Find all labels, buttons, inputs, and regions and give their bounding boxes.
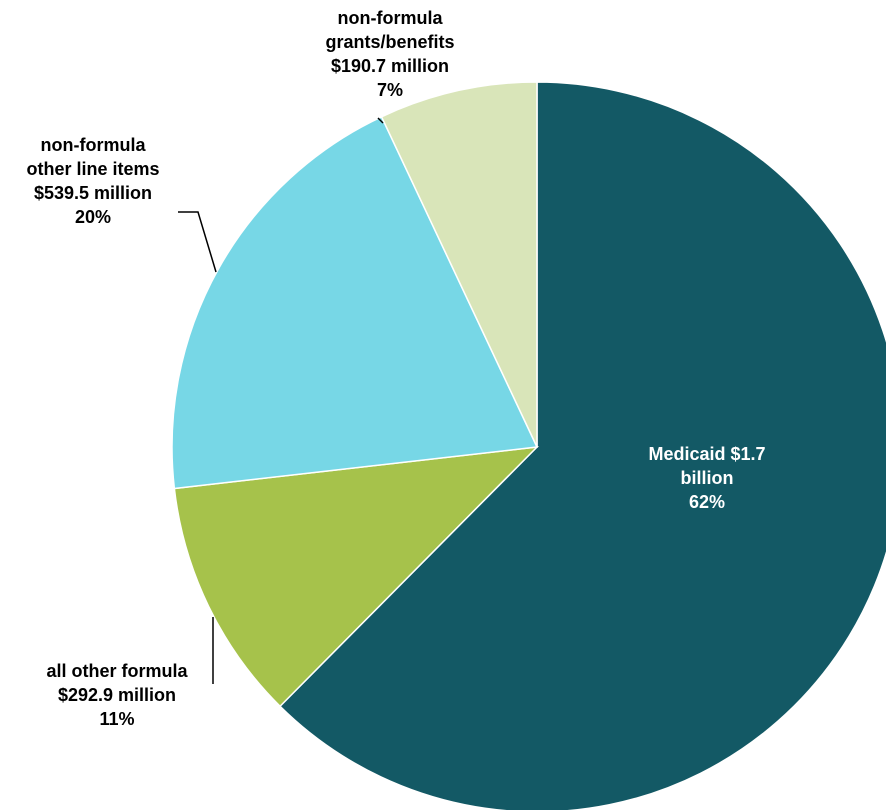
slice-label-line: billion <box>681 468 734 488</box>
slice-label-non-formula-other-line-items: non-formula other line items $539.5 millio… <box>26 135 159 227</box>
slice-label-all-other-formula: all other formula $292.9 million 11% <box>46 661 188 729</box>
slice-label-line: all other formula <box>46 661 188 681</box>
slice-label-line: $292.9 million <box>58 685 176 705</box>
leader-lines <box>178 117 384 684</box>
slice-label-line: non-formula <box>41 135 147 155</box>
slice-label-line: $190.7 million <box>331 56 449 76</box>
pie-slice-non-formula-grants-benefits <box>380 81 538 448</box>
slice-label-medicaid: Medicaid $1.7 billion 62% <box>648 444 765 512</box>
pie-slice-all-other-formula <box>173 446 540 708</box>
slice-label-line: 7% <box>377 80 403 100</box>
leader-line-non-formula-other-line-items <box>178 211 217 273</box>
pie-slice-non-formula-other-line-items <box>171 115 539 490</box>
slice-label-line: Medicaid $1.7 <box>648 444 765 464</box>
slice-label-line: 62% <box>689 492 725 512</box>
leader-line-non-formula-grants-benefits <box>377 117 384 124</box>
slice-label-line: 11% <box>99 709 134 729</box>
slice-label-line: non-formula <box>338 8 444 28</box>
slice-label-line: 20% <box>75 207 111 227</box>
slice-label-line: grants/benefits <box>325 32 454 52</box>
slice-labels: Medicaid $1.7 billion 62% all other formula… <box>26 8 765 729</box>
slice-label-line: $539.5 million <box>34 183 152 203</box>
slice-label-non-formula-grants-benefits: non-formula grants/benefits $190.7 million… <box>325 8 454 100</box>
pie-slice-medicaid <box>278 81 886 810</box>
pie-slices <box>171 81 886 810</box>
slice-label-line: other line items <box>26 159 159 179</box>
